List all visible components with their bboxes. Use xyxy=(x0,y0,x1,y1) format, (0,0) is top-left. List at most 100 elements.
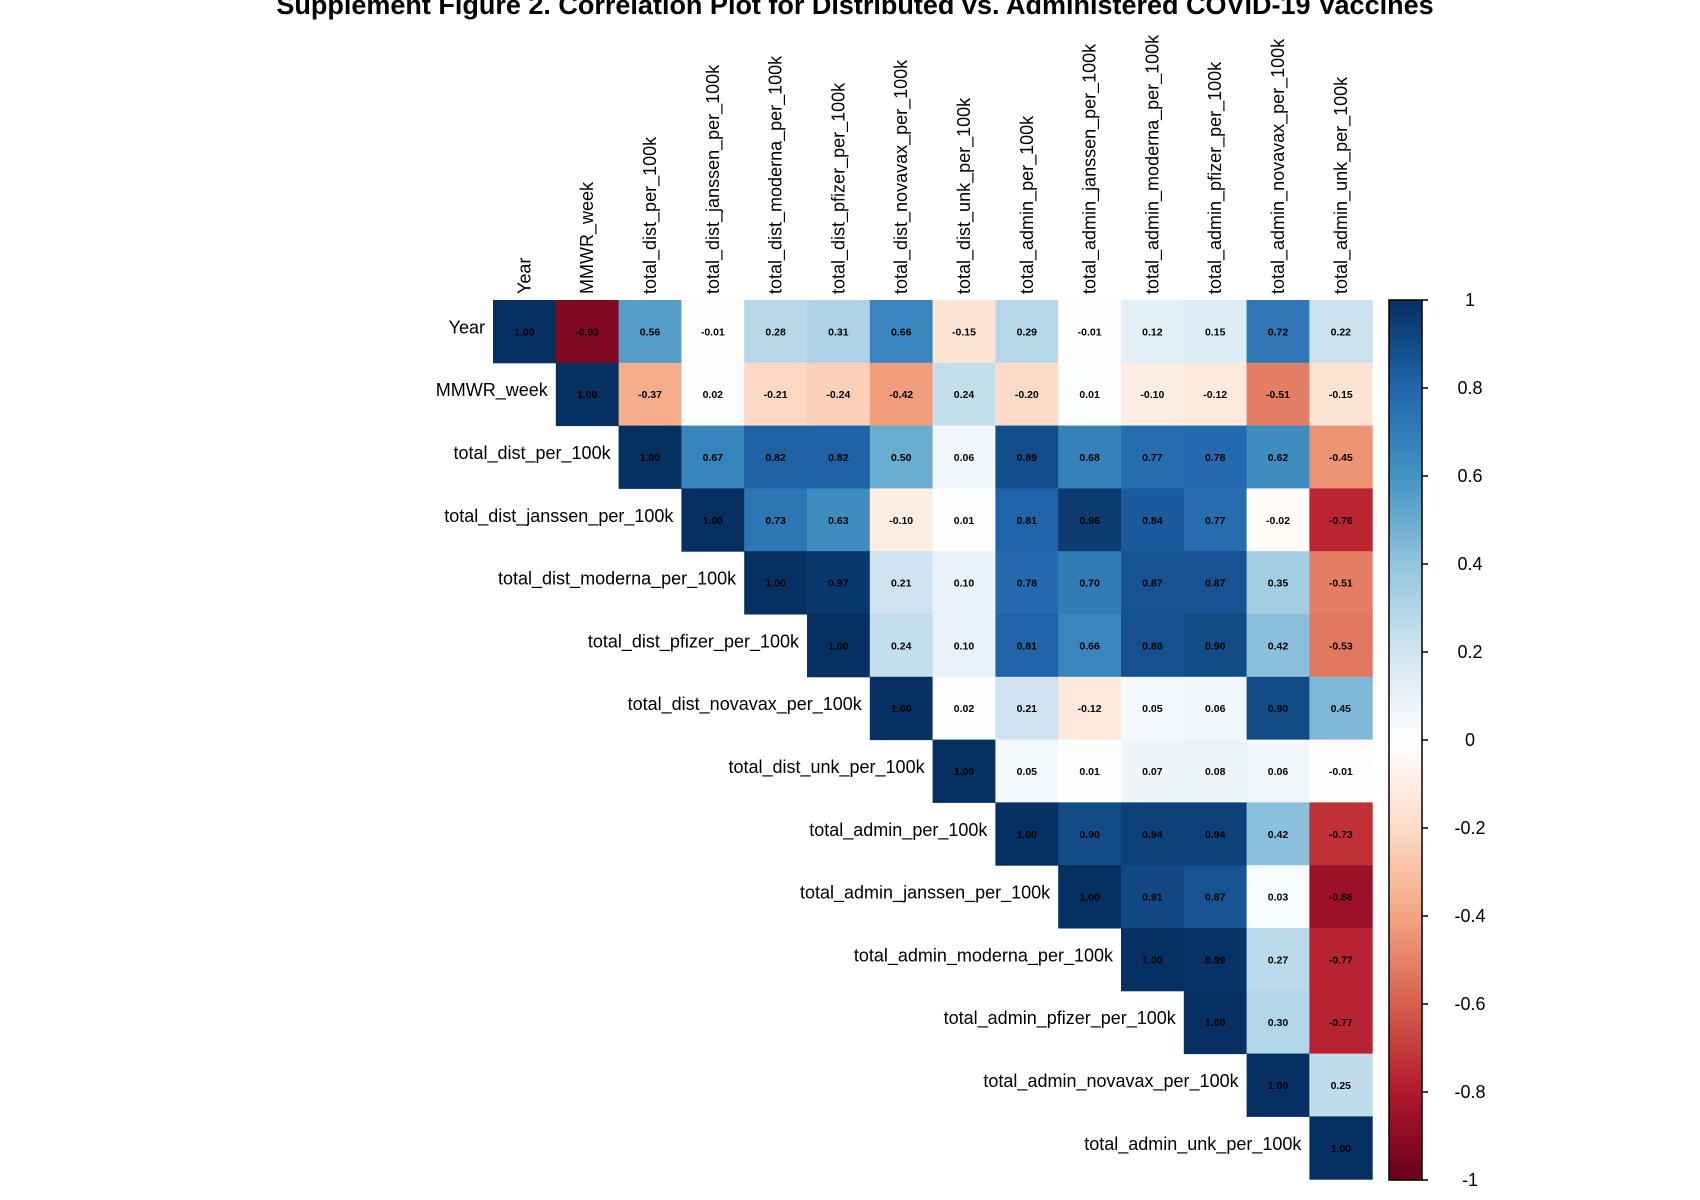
colorbar-segment xyxy=(1389,524,1422,530)
matrix-cell xyxy=(1183,676,1248,741)
colorbar-segment xyxy=(1389,731,1422,737)
cell-value-label: 0.29 xyxy=(1017,326,1038,338)
row-label: total_dist_unk_per_100k xyxy=(728,757,925,778)
colorbar-segment xyxy=(1389,1162,1422,1168)
colorbar-segment xyxy=(1389,704,1422,710)
cell-value-label: 1.00 xyxy=(1017,829,1038,841)
cell-value-label: 0.81 xyxy=(1017,515,1038,527)
cell-value-label: -0.15 xyxy=(952,326,976,338)
matrix-cell xyxy=(1309,1053,1373,1117)
matrix-cell xyxy=(869,676,934,741)
matrix-cell xyxy=(1121,865,1185,929)
colorbar-segment xyxy=(1389,1175,1422,1181)
colorbar-segment xyxy=(1389,942,1422,948)
matrix-cell xyxy=(744,551,808,615)
cell-value-label: 0.90 xyxy=(1079,829,1100,841)
row-label: total_admin_pfizer_per_100k xyxy=(944,1008,1177,1029)
colorbar-segment xyxy=(1389,643,1422,649)
colorbar-segment xyxy=(1389,850,1422,855)
column-label: total_admin_unk_per_100k xyxy=(1331,76,1352,294)
colorbar-tick-label: -0.6 xyxy=(1454,994,1485,1014)
colorbar-segment xyxy=(1389,506,1422,512)
colorbar-segment xyxy=(1389,973,1422,979)
cell-value-label: -0.51 xyxy=(1329,578,1353,590)
matrix-cell xyxy=(1183,928,1248,992)
colorbar-segment xyxy=(1389,995,1422,1001)
colorbar-segment xyxy=(1389,489,1422,495)
cell-value-label: 0.27 xyxy=(1268,954,1289,966)
matrix-cell xyxy=(932,488,996,552)
colorbar-segment xyxy=(1389,577,1422,583)
colorbar-segment xyxy=(1389,885,1422,891)
colorbar-segment xyxy=(1389,951,1422,957)
matrix-cell xyxy=(1058,865,1122,929)
cell-value-label: 0.24 xyxy=(954,389,975,401)
cell-value-label: 0.82 xyxy=(765,452,786,464)
colorbar-segment xyxy=(1389,374,1422,380)
matrix-cell xyxy=(1058,802,1122,866)
colorbar-segment xyxy=(1389,1083,1422,1089)
colorbar-tick-label: -0.2 xyxy=(1454,818,1485,838)
matrix-cell xyxy=(932,300,996,364)
matrix-cell xyxy=(995,802,1059,866)
colorbar-segment xyxy=(1389,361,1422,367)
colorbar-segment xyxy=(1389,744,1422,750)
cell-value-label: 1.00 xyxy=(765,578,786,590)
matrix-cell xyxy=(618,300,682,364)
colorbar-segment xyxy=(1389,370,1422,376)
cell-value-label: -0.21 xyxy=(764,389,788,401)
matrix-cell xyxy=(1246,865,1310,929)
colorbar-tick-label: 0 xyxy=(1465,730,1475,750)
cell-value-label: -0.12 xyxy=(1078,703,1102,715)
matrix-cell xyxy=(932,614,996,678)
matrix-cell xyxy=(1309,488,1373,552)
colorbar-segment xyxy=(1389,533,1422,539)
colorbar-segment xyxy=(1389,964,1422,970)
colorbar-segment xyxy=(1389,863,1422,869)
matrix-cell xyxy=(1309,802,1373,866)
cell-value-label: -0.01 xyxy=(1078,326,1102,338)
matrix-cell xyxy=(995,739,1059,803)
matrix-cell xyxy=(1246,614,1310,678)
cell-value-label: 0.66 xyxy=(1079,640,1100,652)
matrix-cell xyxy=(1246,362,1310,427)
matrix-cell xyxy=(1058,300,1122,364)
row-label: total_admin_janssen_per_100k xyxy=(800,883,1051,904)
colorbar-segment xyxy=(1389,1017,1422,1023)
matrix-cell xyxy=(1246,300,1310,364)
cell-value-label: 0.78 xyxy=(1205,452,1226,464)
cell-value-label: -0.77 xyxy=(1329,954,1353,966)
colorbar-segment xyxy=(1389,678,1422,684)
colorbar-segment xyxy=(1389,322,1422,327)
colorbar-segment xyxy=(1389,735,1422,741)
cell-value-label: 0.06 xyxy=(954,452,975,464)
colorbar-segment xyxy=(1389,1087,1422,1093)
cell-value-label: -0.86 xyxy=(1329,892,1353,904)
cell-value-label: 0.31 xyxy=(828,326,849,338)
cell-value-label: 0.15 xyxy=(1205,326,1226,338)
matrix-cell xyxy=(1121,362,1185,427)
colorbar-segment xyxy=(1389,537,1422,543)
cell-value-label: 0.01 xyxy=(1079,766,1100,778)
colorbar-segment xyxy=(1389,335,1422,341)
colorbar-segment xyxy=(1389,502,1422,508)
column-label: total_dist_novavax_per_100k xyxy=(891,59,912,294)
cell-value-label: 0.30 xyxy=(1268,1017,1289,1029)
matrix-cell xyxy=(1183,362,1248,427)
colorbar-segment xyxy=(1389,832,1422,838)
cell-value-label: 0.78 xyxy=(1017,578,1038,590)
colorbar-segment xyxy=(1389,366,1422,371)
matrix-cell xyxy=(807,488,871,552)
cell-value-label: 0.02 xyxy=(954,703,975,715)
colorbar-segment xyxy=(1389,520,1422,525)
matrix-cell xyxy=(932,676,996,741)
colorbar-segment xyxy=(1389,1122,1422,1128)
cell-value-label: 1.00 xyxy=(1142,954,1163,966)
colorbar-segment xyxy=(1389,427,1422,433)
column-label: total_dist_pfizer_per_100k xyxy=(828,82,849,294)
matrix-cell xyxy=(1121,739,1185,803)
colorbar-segment xyxy=(1389,999,1422,1005)
colorbar-segment xyxy=(1389,1012,1422,1018)
matrix-cell xyxy=(681,425,745,489)
cell-value-label: 0.25 xyxy=(1331,1080,1352,1092)
